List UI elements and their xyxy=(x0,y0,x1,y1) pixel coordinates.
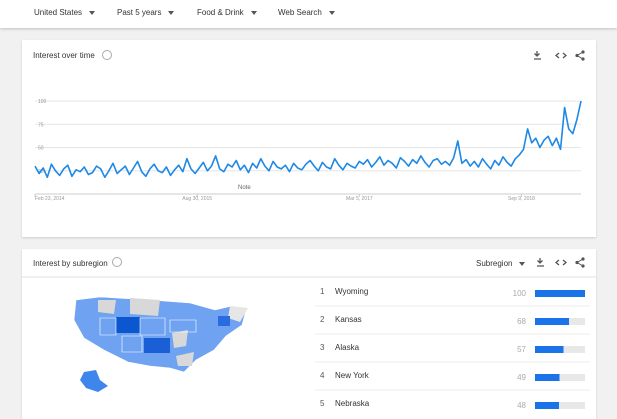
help-icon[interactable] xyxy=(112,257,122,267)
bar-track xyxy=(535,374,585,381)
bar xyxy=(535,346,564,353)
region-name[interactable]: Nebraska xyxy=(335,399,370,408)
x-tick-label: Aug 30, 2015 xyxy=(182,196,212,202)
filter-label: Web Search xyxy=(278,8,322,17)
rank: 4 xyxy=(320,371,325,380)
x-tick-label: Sep 9, 2018 xyxy=(508,196,535,202)
filter-bar: United States Past 5 years Food & Drink … xyxy=(0,0,617,28)
embed-icon[interactable] xyxy=(554,52,568,59)
filter-label: Past 5 years xyxy=(117,8,162,17)
y-tick-label: 75 xyxy=(38,122,44,128)
download-icon[interactable] xyxy=(534,51,541,60)
region-name[interactable]: Wyoming xyxy=(335,287,368,296)
value-label: 48 xyxy=(517,401,526,410)
value-label: 57 xyxy=(517,345,526,354)
filter[interactable]: Past 5 years xyxy=(117,8,175,17)
rank: 2 xyxy=(320,315,325,324)
subregion-dropdown[interactable]: Subregion xyxy=(476,259,525,268)
filter-label: Food & Drink xyxy=(197,8,244,17)
interest-over-time-card: Interest over time xyxy=(22,40,596,237)
share-icon[interactable] xyxy=(575,50,585,61)
dropdown-label: Subregion xyxy=(476,259,512,268)
bar xyxy=(535,374,560,381)
rank: 5 xyxy=(320,399,325,408)
value-label: 68 xyxy=(517,317,526,326)
card-title: Interest by subregion xyxy=(33,259,108,268)
embed-icon[interactable] xyxy=(554,259,568,266)
share-icon[interactable] xyxy=(575,257,585,268)
rank: 3 xyxy=(320,343,325,352)
filter[interactable]: Web Search xyxy=(278,8,335,17)
annotation: Note xyxy=(238,185,251,191)
y-tick-label: 50 xyxy=(38,146,44,152)
bar xyxy=(535,290,585,297)
bar xyxy=(535,318,569,325)
region-name[interactable]: Kansas xyxy=(335,315,362,324)
value-label: 49 xyxy=(517,373,526,382)
trend-line xyxy=(34,100,582,179)
bar-track xyxy=(535,402,585,409)
card-title: Interest over time xyxy=(33,51,95,60)
help-icon[interactable] xyxy=(102,50,112,60)
value-label: 100 xyxy=(513,289,527,298)
region-name[interactable]: Alaska xyxy=(335,343,360,352)
filter[interactable]: United States xyxy=(34,8,96,17)
x-tick-label: Feb 23, 2014 xyxy=(35,196,65,202)
bar xyxy=(535,402,559,409)
region-name[interactable]: New York xyxy=(335,371,370,380)
us-map xyxy=(73,296,248,392)
y-tick-label: 100 xyxy=(38,99,47,105)
rank: 1 xyxy=(320,287,325,296)
filter[interactable]: Food & Drink xyxy=(197,8,257,17)
filter-label: United States xyxy=(34,8,83,17)
x-tick-label: Mar 5, 2017 xyxy=(346,196,373,202)
download-icon[interactable] xyxy=(537,258,544,267)
